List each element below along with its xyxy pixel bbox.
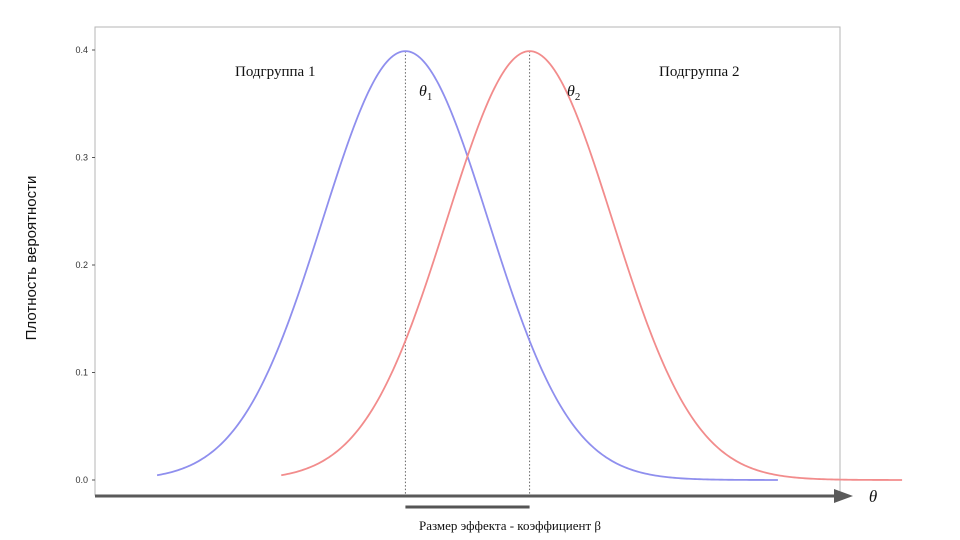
density-curve-series-2 xyxy=(281,50,903,481)
theta-2-subscript: 2 xyxy=(575,91,581,103)
y-tick-label: 0.1 xyxy=(75,368,88,378)
series-label-subgroup-1: Подгруппа 1 xyxy=(235,64,315,80)
parameter-guide-lines xyxy=(404,51,531,496)
theta-2-label: θ2 xyxy=(567,83,580,103)
y-axis-ticks: 0.0 0.1 0.2 0.3 0.4 xyxy=(75,45,95,485)
theta-1-label: θ1 xyxy=(419,83,432,103)
theta-2-symbol: θ xyxy=(567,83,575,100)
density-curve-series-1 xyxy=(156,50,778,481)
theta-1-symbol: θ xyxy=(419,83,427,100)
y-tick-label: 0.0 xyxy=(75,475,88,485)
theta-1-subscript: 1 xyxy=(427,91,433,103)
y-axis-label: Плотность вероятности xyxy=(23,176,40,341)
x-axis-label: θ xyxy=(869,487,877,506)
effect-size-label: Размер эффекта - коэффициент β xyxy=(419,518,601,533)
series-label-subgroup-2: Подгруппа 2 xyxy=(659,64,739,80)
y-tick-label: 0.2 xyxy=(75,260,88,270)
y-tick-label: 0.4 xyxy=(75,45,88,55)
density-curves xyxy=(156,50,903,481)
x-axis-arrowhead xyxy=(834,489,853,503)
y-tick-label: 0.3 xyxy=(75,153,88,163)
plot-frame xyxy=(94,26,841,496)
